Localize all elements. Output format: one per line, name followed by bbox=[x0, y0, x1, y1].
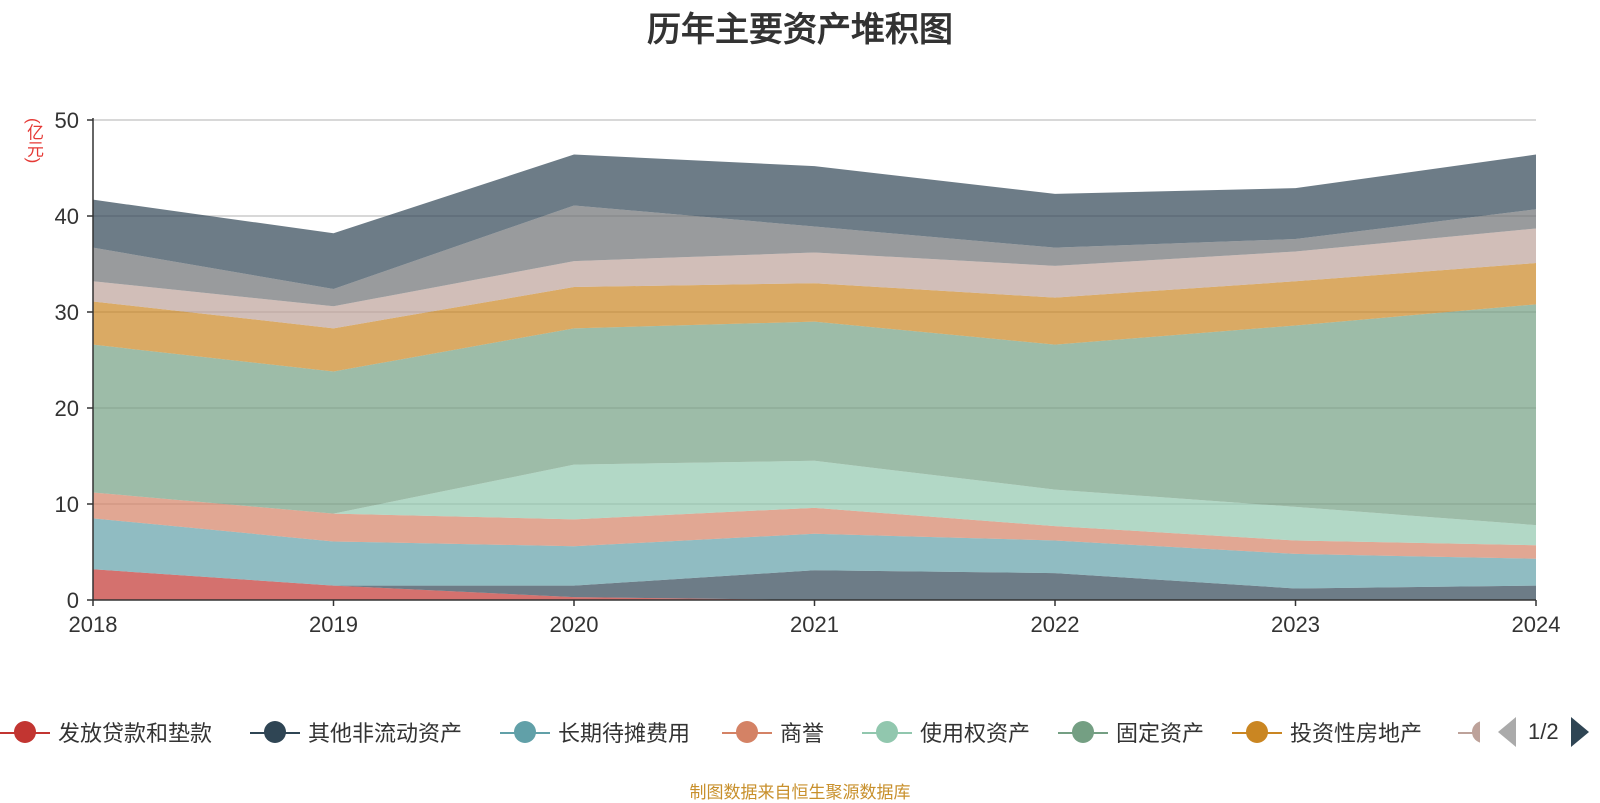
area-series-4[interactable] bbox=[93, 492, 1536, 559]
y-tick-label: 0 bbox=[67, 588, 79, 613]
area-series-7[interactable] bbox=[93, 263, 1536, 372]
legend-item[interactable]: 使用权资产 bbox=[862, 712, 1030, 752]
y-tick-label: 10 bbox=[55, 492, 79, 517]
legend-label: 投资性房地产 bbox=[1290, 721, 1423, 746]
legend-marker-icon bbox=[0, 712, 50, 752]
legend-partial-marker-icon bbox=[1458, 712, 1480, 752]
x-tick-label: 2019 bbox=[309, 612, 358, 637]
y-axis-unit: (亿元) bbox=[24, 118, 43, 164]
x-tick-label: 2021 bbox=[790, 612, 839, 637]
legend-next-page-icon[interactable] bbox=[1570, 717, 1589, 747]
legend-item[interactable]: 长期待摊费用 bbox=[500, 712, 690, 752]
legend-marker-icon bbox=[1232, 712, 1282, 752]
legend-page-indicator: 1/2 bbox=[1528, 719, 1559, 744]
legend-item[interactable]: 商誉 bbox=[722, 712, 824, 752]
y-tick-label: 30 bbox=[55, 300, 79, 325]
area-series-6[interactable] bbox=[93, 304, 1536, 526]
y-tick-label: 50 bbox=[55, 108, 79, 133]
legend-label: 长期待摊费用 bbox=[558, 721, 691, 746]
y-tick-label: 40 bbox=[55, 204, 79, 229]
legend: 发放贷款和垫款 其他非流动资产 长期待摊费用 商誉 使用权资产 固定资产 投资性房地产 bbox=[0, 712, 1600, 752]
axes: 0 10 20 30 40 50 2018 2019 2020 2021 2022 2023 2024 bbox=[55, 108, 1561, 637]
x-tick-label: 2018 bbox=[69, 612, 118, 637]
legend-item[interactable]: 投资性房地产 bbox=[1232, 712, 1422, 752]
area-series-9[interactable] bbox=[93, 205, 1536, 307]
area-series-5[interactable] bbox=[93, 460, 1536, 546]
area-series-3[interactable] bbox=[93, 518, 1536, 589]
legend-item[interactable]: 发放贷款和垫款 bbox=[0, 712, 212, 752]
legend-marker-icon bbox=[862, 712, 912, 752]
legend-marker-icon bbox=[1058, 712, 1108, 752]
x-tick-label: 2023 bbox=[1271, 612, 1320, 637]
area-series-8[interactable] bbox=[93, 228, 1536, 329]
area-series-2[interactable] bbox=[93, 569, 1536, 600]
y-tick-label: 20 bbox=[55, 396, 79, 421]
x-tick-label: 2020 bbox=[550, 612, 599, 637]
legend-label: 发放贷款和垫款 bbox=[58, 721, 213, 746]
chart-title: 历年主要资产堆积图 bbox=[647, 11, 953, 49]
legend-label: 使用权资产 bbox=[920, 721, 1031, 746]
stacked-area-chart: 0 10 20 30 40 50 2018 2019 2020 2021 2022 2023 2024 bbox=[55, 108, 1561, 637]
area-series bbox=[93, 154, 1536, 600]
x-tick-label: 2024 bbox=[1512, 612, 1561, 637]
legend-label: 其他非流动资产 bbox=[308, 721, 463, 746]
legend-item[interactable]: 固定资产 bbox=[1058, 712, 1204, 752]
legend-marker-icon bbox=[722, 712, 772, 752]
area-series-1[interactable] bbox=[93, 569, 1536, 600]
legend-label: 商誉 bbox=[780, 721, 825, 746]
legend-marker-icon bbox=[500, 712, 550, 752]
legend-prev-page-icon[interactable] bbox=[1498, 717, 1516, 747]
legend-pager: 1/2 bbox=[1498, 712, 1589, 752]
source-note: 制图数据来自恒生聚源数据库 bbox=[689, 783, 911, 802]
x-tick-label: 2022 bbox=[1031, 612, 1080, 637]
legend-item[interactable]: 其他非流动资产 bbox=[250, 712, 462, 752]
legend-label: 固定资产 bbox=[1116, 721, 1205, 746]
legend-marker-icon bbox=[250, 712, 300, 752]
area-series-10[interactable] bbox=[93, 154, 1536, 289]
